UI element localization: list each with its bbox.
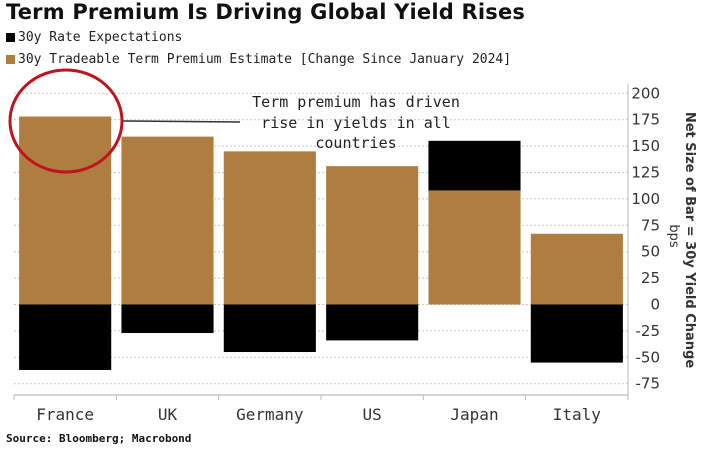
bar-us-term-premium — [326, 166, 419, 305]
highlight-circle — [8, 68, 124, 174]
legend-swatch-brown — [6, 55, 15, 64]
bar-italy-term-premium — [530, 233, 623, 305]
chart-title: Term Premium Is Driving Global Yield Ris… — [6, 0, 526, 24]
y-tick-label: 75 — [641, 216, 660, 234]
annotation-layer: Term premium has driven rise in yields i… — [8, 68, 460, 174]
bar-uk-term-premium — [121, 136, 214, 305]
annotation-line-1: Term premium has driven — [252, 93, 460, 111]
bar-france-rate-expectations — [19, 304, 112, 370]
bar-uk-rate-expectations — [121, 304, 214, 334]
y-tick-label: 100 — [631, 190, 660, 208]
x-tick-label: Italy — [553, 405, 602, 424]
x-tick-label: US — [363, 405, 382, 424]
bar-italy-rate-expectations — [530, 304, 623, 363]
bar-us-rate-expectations — [326, 304, 419, 341]
y-tick-label: 25 — [641, 269, 660, 287]
legend-swatch-black — [6, 33, 15, 42]
y-tick-label: -50 — [636, 348, 661, 366]
legend-item-term-premium: 30y Tradeable Term Premium Estimate [Cha… — [6, 52, 511, 67]
bar-france-term-premium — [19, 116, 112, 305]
y-tick-label: -25 — [636, 322, 661, 340]
annotation-leader-line — [122, 120, 241, 123]
bar-germany-term-premium — [223, 151, 316, 305]
bar-germany-rate-expectations — [223, 304, 316, 353]
bar-japan-rate-expectations — [428, 140, 521, 191]
annotation-line-2: rise in yields in all — [261, 114, 451, 132]
x-tick-label: Germany — [236, 405, 304, 424]
x-tick-label: UK — [158, 405, 178, 424]
x-tick-label: France — [36, 405, 94, 424]
x-tick-label: Japan — [450, 405, 498, 424]
legend-label: 30y Rate Expectations — [18, 30, 183, 45]
legend-label: 30y Tradeable Term Premium Estimate [Cha… — [18, 52, 512, 67]
y-tick-label: 50 — [641, 243, 660, 261]
y-tick-label: -75 — [636, 375, 661, 393]
y-tick-label: 150 — [631, 137, 660, 155]
axes: 200 175 150 125 100 75 50 25 0 -25 -50 -75 France UK G… — [13, 84, 661, 424]
legend-item-rate-expectations: 30y Rate Expectations — [6, 30, 182, 45]
y-axis-label: Net Size of Bar = 30y Yield Change — [682, 112, 697, 369]
bar-japan-term-premium — [428, 190, 521, 305]
y-tick-label: 125 — [631, 164, 660, 182]
y-tick-label: 200 — [631, 84, 660, 102]
y-tick-label: 175 — [631, 111, 660, 129]
y-axis-unit: bps — [666, 224, 681, 248]
annotation-line-3: countries — [315, 134, 396, 152]
y-tick-label: 0 — [650, 296, 660, 314]
source-note: Source: Bloomberg; Macrobond — [6, 432, 192, 445]
bars — [19, 116, 623, 370]
